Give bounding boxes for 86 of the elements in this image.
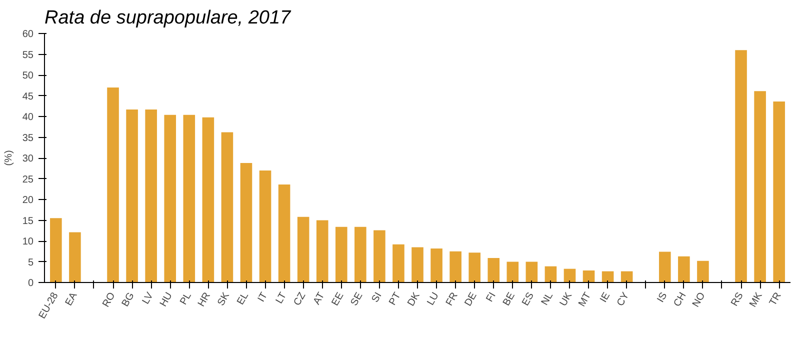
y-tick-label: 35	[22, 132, 34, 144]
x-tick-label: CZ	[292, 290, 308, 308]
x-tick-label: HU	[158, 290, 175, 309]
bar	[506, 262, 519, 282]
x-tick-label: LU	[425, 290, 442, 308]
y-tick-label: 15	[22, 216, 34, 227]
bar	[582, 270, 595, 282]
x-tick-label: EA	[64, 290, 80, 308]
bar	[354, 226, 366, 282]
x-tick-label: CH	[672, 290, 689, 309]
y-tick-label: 60	[22, 29, 34, 40]
bar	[202, 117, 214, 282]
bar	[183, 114, 196, 282]
x-tick-label: BG	[120, 290, 137, 309]
x-tick-label: BE	[501, 290, 518, 308]
x-tick-label: MT	[576, 290, 594, 309]
bar	[526, 262, 538, 282]
x-tick-label: IT	[256, 290, 270, 304]
bar	[392, 244, 404, 282]
bar	[488, 258, 500, 282]
bar	[430, 248, 442, 282]
bar	[126, 109, 138, 282]
bar	[544, 266, 557, 282]
bar	[50, 218, 62, 282]
bar	[145, 109, 157, 282]
chart-title: Rata de suprapopulare, 2017	[44, 8, 292, 28]
y-tick-label: 50	[22, 70, 34, 82]
bar	[335, 226, 348, 282]
x-tick-label: EL	[235, 290, 252, 307]
bar	[678, 256, 690, 282]
x-tick-label: MK	[748, 290, 765, 310]
x-tick-label: TR	[768, 290, 784, 308]
bar	[221, 132, 234, 282]
bar	[468, 252, 480, 282]
y-tick-label: 25	[22, 174, 34, 186]
x-tick-label: FI	[484, 290, 498, 304]
x-tick-label: ES	[520, 290, 537, 308]
bar	[316, 220, 328, 282]
bar	[278, 184, 290, 282]
bar	[735, 50, 747, 282]
x-tick-label: RS	[729, 290, 746, 308]
x-tick-label: PL	[178, 290, 194, 307]
x-tick-label: FR	[444, 290, 460, 308]
y-tick-label: 10	[22, 236, 34, 248]
bar	[374, 230, 386, 282]
bar	[412, 247, 424, 282]
bar	[697, 260, 709, 282]
y-tick-label: 45	[22, 91, 34, 102]
x-tick-label: AT	[312, 290, 328, 307]
bar	[297, 216, 310, 282]
y-tick-label: 5	[28, 257, 34, 268]
bar	[602, 271, 614, 282]
x-tick-label: IE	[598, 290, 613, 304]
x-tick-label: LV	[140, 290, 156, 306]
x-tick-label: DE	[462, 290, 480, 308]
bar	[754, 91, 766, 282]
x-tick-label: NL	[540, 290, 556, 308]
x-tick-label: SK	[216, 290, 232, 308]
y-tick-label: 40	[22, 112, 34, 123]
bar	[620, 271, 633, 282]
x-tick-label: PT	[387, 290, 404, 308]
bar	[659, 252, 671, 282]
bar	[773, 102, 785, 282]
y-tick-label: 55	[22, 50, 34, 61]
bar	[240, 162, 252, 282]
bar	[69, 232, 81, 282]
x-tick-label: EE	[330, 290, 346, 308]
y-tick-label: 0	[28, 278, 34, 289]
y-tick-label: 30	[22, 154, 34, 164]
x-tick-label: HR	[196, 290, 213, 309]
x-tick-label: CY	[615, 290, 632, 308]
x-tick-label: RO	[100, 290, 118, 310]
x-tick-label: NO	[690, 290, 708, 310]
bar	[564, 268, 576, 282]
bar	[450, 251, 462, 282]
x-tick-label: SE	[349, 290, 366, 308]
y-tick-label: 20	[22, 195, 34, 206]
y-axis-title: (%)	[3, 150, 14, 166]
x-tick-label: DK	[406, 290, 422, 308]
x-tick-label: SI	[370, 290, 384, 304]
bar	[164, 114, 176, 282]
bar	[107, 87, 119, 282]
bar	[259, 170, 272, 282]
x-tick-label: UK	[558, 290, 575, 308]
x-tick-label: IS	[655, 290, 670, 304]
x-tick-label: LT	[274, 290, 290, 306]
